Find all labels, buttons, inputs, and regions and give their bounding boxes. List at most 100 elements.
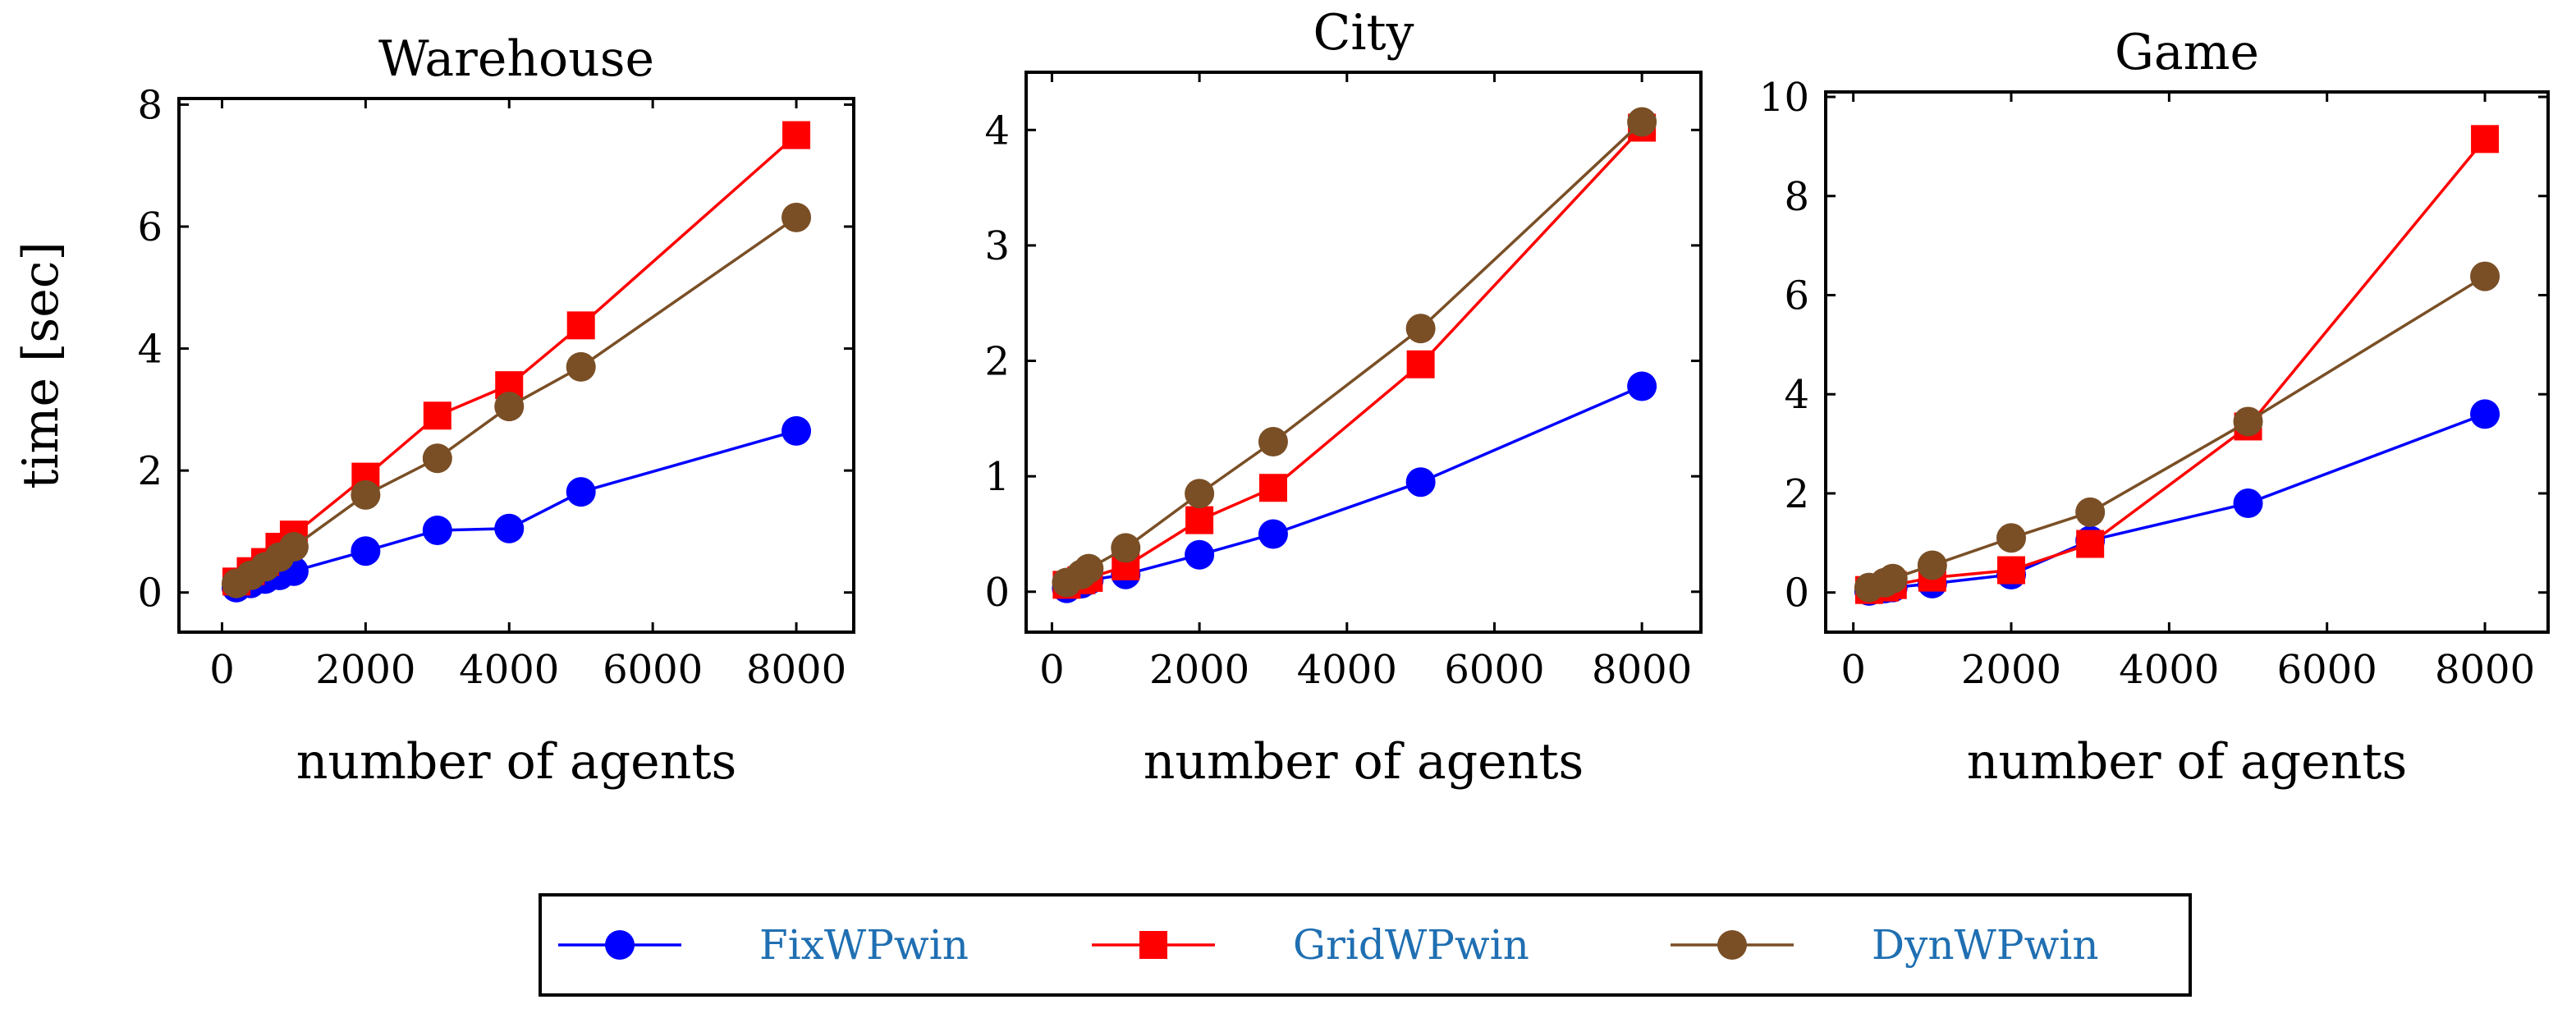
data-point-fixwpwin xyxy=(1405,467,1436,498)
legend-marker-fixwpwin xyxy=(605,930,635,960)
y-tick-label: 0 xyxy=(137,571,163,617)
chart-city: City 0 2000 4000 6000 8000 0 1 2 3 4 number of agen… xyxy=(984,4,1703,791)
legend-marker-gridwpwin xyxy=(1139,931,1167,959)
data-point-dynwpwin xyxy=(2470,261,2500,291)
legend-item-fixwpwin: FixWPwin xyxy=(558,921,969,969)
series-line-fixwpwin xyxy=(236,429,797,589)
y-tick-label: 3 xyxy=(984,223,1010,269)
y-tick-label: 4 xyxy=(1784,372,1809,418)
legend-frame xyxy=(539,893,2192,997)
chart-panels: Warehouse 0 2000 4000 6000 8000 0 2 4 6 8 number of… xyxy=(12,4,2550,791)
data-point-dynwpwin xyxy=(1405,314,1436,344)
legend-marker-dynwpwin xyxy=(1717,930,1747,960)
y-tick-label: 0 xyxy=(984,570,1010,616)
data-point-dynwpwin xyxy=(2233,406,2263,437)
series-line-gridwpwin xyxy=(1066,126,1643,587)
data-point-dynwpwin xyxy=(1627,107,1657,137)
x-tick-label: 8000 xyxy=(1592,647,1692,693)
data-point-dynwpwin xyxy=(1074,553,1104,584)
y-tick-label: 8 xyxy=(1784,174,1809,220)
legend-label: GridWPwin xyxy=(1293,921,1529,969)
y-tick-label: 2 xyxy=(984,339,1010,385)
y-tick-label: 1 xyxy=(984,454,1010,500)
y-tick-label: 8 xyxy=(137,82,163,128)
data-point-gridwpwin xyxy=(1997,556,2026,585)
series-group xyxy=(1052,107,1657,603)
data-point-gridwpwin xyxy=(2471,125,2500,154)
series-line-gridwpwin xyxy=(1868,138,2487,592)
series-line-fixwpwin xyxy=(1066,384,1643,590)
y-tick-label: 4 xyxy=(137,327,163,373)
legend-item-gridwpwin: GridWPwin xyxy=(1092,921,1529,969)
x-tick-label: 2000 xyxy=(1149,647,1249,693)
data-point-dynwpwin xyxy=(1996,523,2027,553)
data-point-dynwpwin xyxy=(1111,533,1141,563)
y-tick-label: 2 xyxy=(137,448,163,494)
chart-title: Warehouse xyxy=(378,30,654,88)
plot-frame xyxy=(1824,90,2550,634)
chart-title: City xyxy=(1313,4,1414,62)
data-point-gridwpwin xyxy=(782,121,811,149)
data-point-dynwpwin xyxy=(1877,563,1908,594)
x-tick-label: 6000 xyxy=(603,647,703,693)
data-point-gridwpwin xyxy=(1258,474,1287,502)
x-tick-label: 4000 xyxy=(1297,647,1397,693)
x-tick-label: 2000 xyxy=(315,647,415,693)
axis-ticks: 0 2000 4000 6000 8000 0 2 4 6 8 10 xyxy=(1759,75,2548,693)
x-tick-label: 8000 xyxy=(2435,647,2535,693)
data-point-dynwpwin xyxy=(278,532,309,562)
data-point-fixwpwin xyxy=(782,415,812,446)
data-point-dynwpwin xyxy=(566,351,596,382)
data-point-dynwpwin xyxy=(2075,497,2106,527)
legend-label: FixWPwin xyxy=(759,921,969,969)
data-point-fixwpwin xyxy=(566,477,596,507)
legend-items: FixWPwin GridWPwin DynWPwin xyxy=(558,921,2099,969)
data-point-dynwpwin xyxy=(422,443,452,474)
data-point-dynwpwin xyxy=(1185,479,1215,509)
y-axis-label: time [sec] xyxy=(12,241,70,489)
y-tick-label: 6 xyxy=(1784,273,1809,319)
y-tick-label: 2 xyxy=(1784,471,1809,517)
x-tick-label: 8000 xyxy=(746,647,846,693)
x-tick-label: 0 xyxy=(1039,647,1065,693)
series-line-dynwpwin xyxy=(1066,121,1643,585)
data-point-fixwpwin xyxy=(1185,539,1215,570)
plot-frame xyxy=(1024,71,1703,634)
data-point-dynwpwin xyxy=(1258,426,1288,456)
series-line-fixwpwin xyxy=(1868,412,2486,593)
x-tick-label: 4000 xyxy=(2119,647,2219,693)
y-tick-label: 4 xyxy=(984,108,1010,154)
y-tick-label: 0 xyxy=(1784,571,1809,617)
series-line-gridwpwin xyxy=(235,134,798,583)
x-axis-label: number of agents xyxy=(1967,733,2407,791)
series-line-dynwpwin xyxy=(1868,275,2486,589)
y-tick-label: 10 xyxy=(1759,75,1809,121)
data-point-gridwpwin xyxy=(1406,350,1435,378)
axis-ticks: 0 2000 4000 6000 8000 0 2 4 6 8 xyxy=(137,82,854,693)
legend-item-dynwpwin: DynWPwin xyxy=(1671,921,2099,969)
data-point-gridwpwin xyxy=(423,401,451,430)
data-point-dynwpwin xyxy=(782,202,812,232)
data-point-fixwpwin xyxy=(1627,371,1657,401)
data-point-fixwpwin xyxy=(351,536,381,566)
axis-ticks: 0 2000 4000 6000 8000 0 1 2 3 4 xyxy=(984,72,1701,693)
chart-title: Game xyxy=(2115,24,2259,81)
y-tick-label: 6 xyxy=(137,204,163,250)
x-tick-label: 2000 xyxy=(1961,647,2061,693)
chart-game: Game 0 2000 4000 6000 8000 0 2 4 6 8 10 number of ag… xyxy=(1759,24,2550,791)
data-point-dynwpwin xyxy=(494,392,525,422)
data-point-dynwpwin xyxy=(1917,550,1947,580)
legend: FixWPwin GridWPwin DynWPwin xyxy=(539,893,2192,997)
series-group xyxy=(221,121,812,603)
x-axis-label: number of agents xyxy=(296,733,736,791)
x-tick-label: 6000 xyxy=(2277,647,2377,693)
legend-label: DynWPwin xyxy=(1872,921,2099,969)
series-group xyxy=(1854,125,2500,606)
plot-frame xyxy=(177,97,855,634)
data-point-fixwpwin xyxy=(1258,519,1288,549)
data-point-fixwpwin xyxy=(2233,488,2263,519)
data-point-gridwpwin xyxy=(1185,506,1214,534)
data-point-gridwpwin xyxy=(2076,530,2105,558)
data-point-dynwpwin xyxy=(351,479,381,510)
